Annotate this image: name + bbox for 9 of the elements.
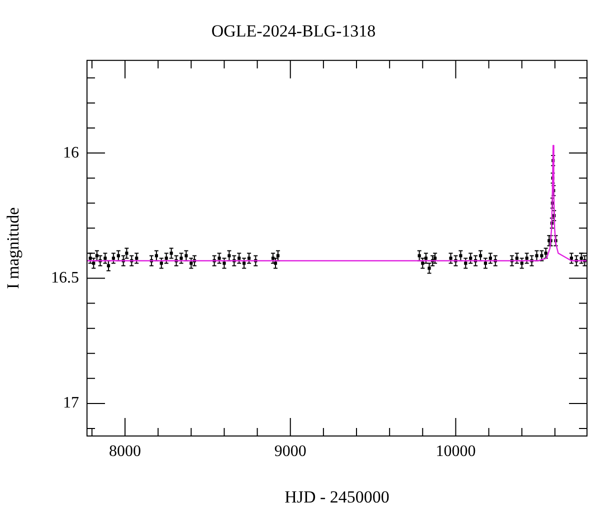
x-tick-label: 8000 [109,442,142,460]
x-tick-label: 10000 [436,442,476,460]
x-axis-title: HJD - 2450000 [284,487,390,506]
y-tick-label: 16 [63,144,79,162]
y-tick-label: 17 [63,394,79,412]
y-tick-label: 16.5 [51,269,79,286]
x-tick-label: 9000 [274,442,306,460]
chart-title: OGLE-2024-BLG-1318 [211,22,376,41]
y-axis-title: I magnitude [4,207,23,290]
